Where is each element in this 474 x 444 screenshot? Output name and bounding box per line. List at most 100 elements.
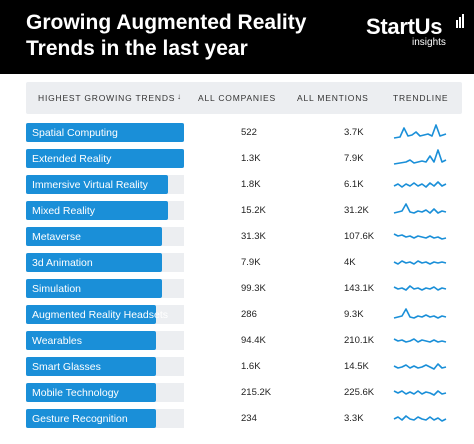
table-row[interactable]: Smart Glasses 1.6K 14.5K xyxy=(26,356,462,378)
trend-bar xyxy=(26,253,162,272)
column-header-companies[interactable]: ALL COMPANIES xyxy=(198,93,276,103)
table-row[interactable]: Mobile Technology 215.2K 225.6K xyxy=(26,382,462,404)
companies-count: 215.2K xyxy=(241,387,272,398)
companies-count: 94.4K xyxy=(241,335,266,346)
companies-count: 31.3K xyxy=(241,231,266,242)
trend-bar-track: Gesture Recognition xyxy=(26,409,184,428)
trend-name[interactable]: Spatial Computing xyxy=(32,127,118,139)
companies-count: 234 xyxy=(241,413,257,424)
mentions-count: 7.9K xyxy=(344,153,364,164)
trendline-sparkline xyxy=(393,181,447,188)
companies-count: 1.6K xyxy=(241,361,261,372)
trendline-path xyxy=(393,260,447,265)
mentions-count: 31.2K xyxy=(344,205,369,216)
table-row[interactable]: 3d Animation 7.9K 4K xyxy=(26,252,462,274)
startus-logo: StartUs insights xyxy=(366,14,466,54)
mentions-count: 14.5K xyxy=(344,361,369,372)
trendline-sparkline xyxy=(393,233,447,240)
table-row[interactable]: Metaverse 31.3K 107.6K xyxy=(26,226,462,248)
trend-bar xyxy=(26,123,184,142)
trend-name[interactable]: Augmented Reality Headsets xyxy=(32,309,168,321)
column-header-trends[interactable]: HIGHEST GROWING TRENDS xyxy=(38,93,176,103)
trend-bar-track: Spatial Computing xyxy=(26,123,184,142)
trend-name[interactable]: 3d Animation xyxy=(32,257,93,269)
mentions-count: 9.3K xyxy=(344,309,364,320)
trend-name[interactable]: Mobile Technology xyxy=(32,387,119,399)
logo-subtitle: insights xyxy=(412,37,446,48)
trendline-sparkline xyxy=(393,260,447,265)
mentions-count: 3.7K xyxy=(344,127,364,138)
trend-name[interactable]: Extended Reality xyxy=(32,153,112,165)
trend-bar xyxy=(26,305,156,324)
trend-bar-track: Simulation xyxy=(26,279,184,298)
trendline-sparkline xyxy=(393,415,447,422)
page-title: Growing Augmented Reality Trends in the … xyxy=(26,11,307,60)
companies-count: 7.9K xyxy=(241,257,261,268)
companies-count: 1.3K xyxy=(241,153,261,164)
trend-bar-track: Wearables xyxy=(26,331,184,350)
trendline-path xyxy=(393,363,447,370)
trend-bar xyxy=(26,409,156,428)
trend-bar-track: Mobile Technology xyxy=(26,383,184,402)
companies-count: 15.2K xyxy=(241,205,266,216)
trendline-sparkline xyxy=(393,308,447,319)
companies-count: 286 xyxy=(241,309,257,320)
table-row[interactable]: Simulation 99.3K 143.1K xyxy=(26,278,462,300)
trend-bar-track: Augmented Reality Headsets xyxy=(26,305,184,324)
trend-bar xyxy=(26,201,169,220)
trend-name[interactable]: Mixed Reality xyxy=(32,205,96,217)
table-row[interactable]: Augmented Reality Headsets 286 9.3K xyxy=(26,304,462,326)
trend-bar xyxy=(26,383,156,402)
trend-name[interactable]: Immersive Virtual Reality xyxy=(32,179,148,191)
trend-bar-track: Immersive Virtual Reality xyxy=(26,175,184,194)
trend-bar xyxy=(26,357,156,376)
trend-name[interactable]: Metaverse xyxy=(32,231,82,243)
logo-wordmark: StartUs xyxy=(366,14,443,39)
mentions-count: 3.3K xyxy=(344,413,364,424)
trendline-path xyxy=(393,338,447,343)
trendline-sparkline xyxy=(393,363,447,370)
trend-bar xyxy=(26,175,169,194)
trendline-sparkline xyxy=(393,124,447,139)
table-row[interactable]: Wearables 94.4K 210.1K xyxy=(26,330,462,352)
startus-logo-icon xyxy=(456,14,464,28)
trendline-path xyxy=(393,181,447,188)
trend-name[interactable]: Gesture Recognition xyxy=(32,413,128,425)
trendline-path xyxy=(393,149,447,165)
column-header-trendline: TRENDLINE xyxy=(393,93,449,103)
trendline-sparkline xyxy=(393,285,447,291)
table-row[interactable]: Extended Reality 1.3K 7.9K xyxy=(26,148,462,170)
trend-name[interactable]: Simulation xyxy=(32,283,82,295)
trendline-path xyxy=(393,233,447,240)
table-row[interactable]: Spatial Computing 522 3.7K xyxy=(26,122,462,144)
mentions-count: 225.6K xyxy=(344,387,375,398)
trend-bar-track: 3d Animation xyxy=(26,253,184,272)
mentions-count: 6.1K xyxy=(344,179,364,190)
mentions-count: 107.6K xyxy=(344,231,375,242)
header-banner: Growing Augmented Reality Trends in the … xyxy=(0,0,474,74)
trend-bar-track: Smart Glasses xyxy=(26,357,184,376)
arrow-down-icon[interactable]: ↓ xyxy=(177,92,181,101)
companies-count: 99.3K xyxy=(241,283,266,294)
trend-bar-track: Metaverse xyxy=(26,227,184,246)
table-row[interactable]: Immersive Virtual Reality 1.8K 6.1K xyxy=(26,174,462,196)
trendline-sparkline xyxy=(393,390,447,396)
trend-bar xyxy=(26,331,156,350)
mentions-count: 4K xyxy=(344,257,356,268)
column-header-mentions[interactable]: ALL MENTIONS xyxy=(297,93,369,103)
trendline-sparkline xyxy=(393,149,447,165)
table-row[interactable]: Gesture Recognition 234 3.3K xyxy=(26,408,462,430)
trend-bar-track: Extended Reality xyxy=(26,149,184,168)
trend-name[interactable]: Smart Glasses xyxy=(32,361,101,373)
trend-bar xyxy=(26,279,162,298)
trendline-path xyxy=(393,415,447,422)
trendline-path xyxy=(393,308,447,319)
companies-count: 1.8K xyxy=(241,179,261,190)
mentions-count: 210.1K xyxy=(344,335,375,346)
table-row[interactable]: Mixed Reality 15.2K 31.2K xyxy=(26,200,462,222)
trend-name[interactable]: Wearables xyxy=(32,335,82,347)
companies-count: 522 xyxy=(241,127,257,138)
trendline-path xyxy=(393,124,447,139)
trend-bar xyxy=(26,227,162,246)
trend-bar xyxy=(26,149,184,168)
